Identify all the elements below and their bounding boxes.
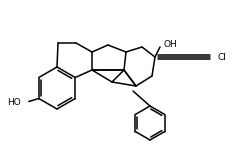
Text: OH: OH bbox=[163, 39, 177, 49]
Text: Cl: Cl bbox=[218, 53, 227, 61]
Text: HO: HO bbox=[7, 98, 21, 107]
